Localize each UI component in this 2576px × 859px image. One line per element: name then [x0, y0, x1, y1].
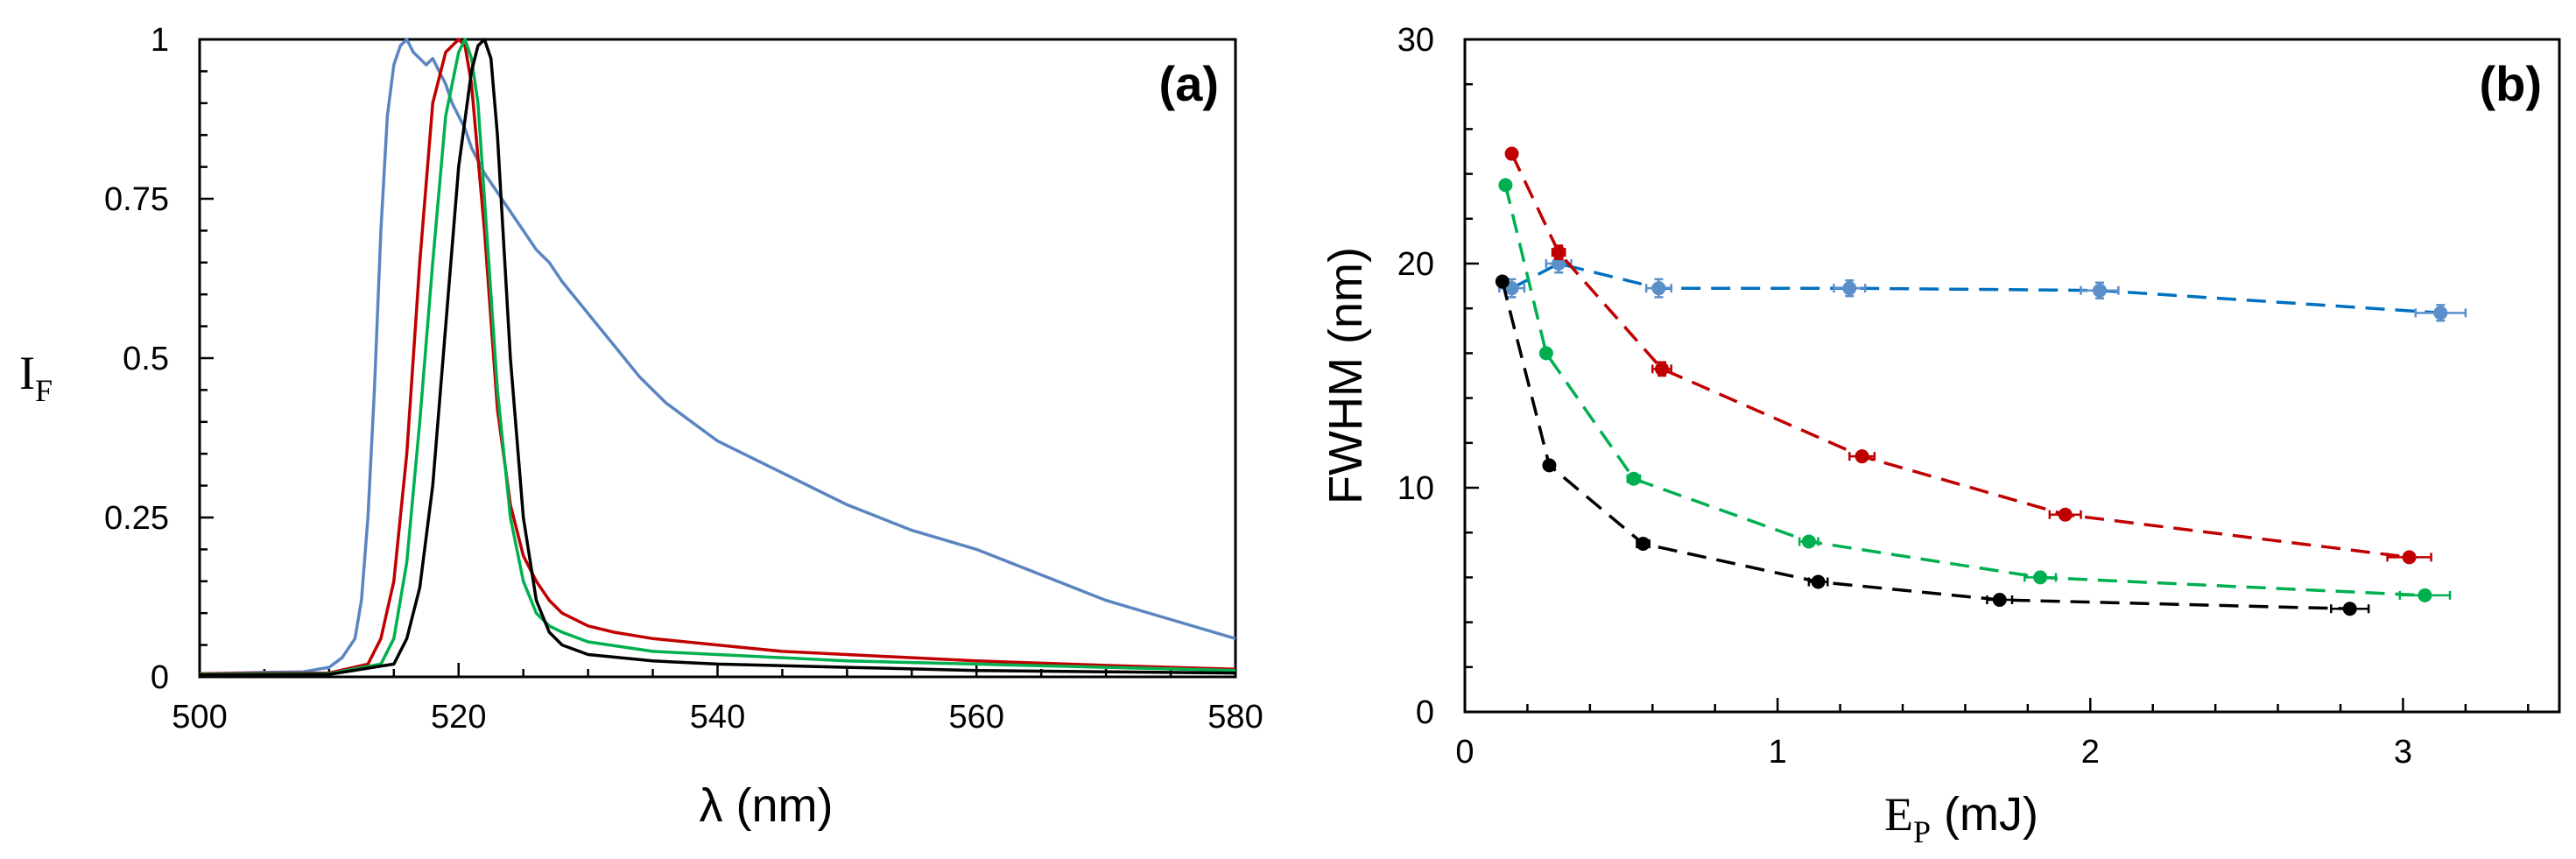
panel-a-ticks [198, 38, 1237, 679]
y-tick-label: 1 [151, 22, 169, 59]
y-tick-label: 0 [151, 659, 169, 696]
data-point-marker [1538, 346, 1553, 361]
data-point-marker [2433, 306, 2448, 320]
panel-a-x-axis-title: λ (nm) [700, 779, 834, 832]
panel-b-plot-frame [1463, 38, 2561, 714]
data-point-marker [1552, 245, 1566, 260]
data-point-marker [2093, 283, 2107, 298]
panel-a-y-axis-title: IF [19, 347, 53, 408]
y-tick-label: 0.75 [104, 181, 169, 218]
data-point-marker [1811, 574, 1826, 589]
panel-b-y-axis-title: FWHM (nm) [1320, 247, 1372, 504]
data-point-marker [1855, 449, 1869, 464]
data-point-marker [1636, 537, 1650, 551]
fwhm-series-blue [1498, 253, 2467, 322]
x-tick-label: 540 [690, 699, 745, 736]
data-point-marker [2058, 507, 2073, 522]
fwhm-dashed-line [1503, 184, 2425, 597]
panel-b-series [1495, 146, 2467, 616]
fwhm-dashed-line [1510, 262, 2441, 315]
spectrum-line-green [199, 38, 1236, 676]
y-tick-label: 20 [1397, 246, 1434, 283]
panel-a-label: (a) [1159, 56, 1219, 111]
panel-b-x-axis-title-sub: P [1913, 814, 1931, 849]
spectrum-line-red [199, 38, 1236, 676]
y-tick-label: 0.5 [123, 341, 169, 377]
y-tick-label: 30 [1397, 22, 1434, 59]
spectrum-line-black [199, 38, 1236, 677]
panel-b-x-axis-title-main: E [1884, 788, 1913, 841]
panel-b-x-axis-title-rest: (mJ) [1931, 788, 2038, 841]
fwhm-series-red [1504, 146, 2432, 565]
data-point-marker [1651, 281, 1666, 296]
panel-a-y-axis-title-sub: F [35, 373, 53, 408]
fwhm-series-black [1495, 274, 2370, 616]
data-point-marker [1655, 362, 1669, 377]
data-point-marker [1992, 593, 2007, 607]
panel-b-ticks [1463, 38, 2530, 714]
x-tick-label: 520 [431, 699, 486, 736]
x-tick-label: 2 [2081, 734, 2100, 771]
data-point-marker [2418, 588, 2432, 602]
data-point-marker [1504, 146, 1519, 161]
data-point-marker [1626, 471, 1641, 486]
y-tick-label: 0 [1416, 694, 1434, 731]
panel-b-label: (b) [2479, 56, 2542, 111]
y-tick-label: 0.25 [104, 500, 169, 537]
panel-a-y-axis-title-main: I [19, 347, 35, 399]
data-point-marker [2033, 570, 2048, 585]
panel-a-tick-labels: 500 520 540 560 580 0 0.25 0.5 0.75 1 [104, 22, 1263, 736]
data-point-marker [1801, 534, 1816, 549]
data-point-marker [2402, 550, 2417, 565]
x-tick-label: 500 [172, 699, 227, 736]
panel-b-x-axis-title: EP (mJ) [1884, 788, 2038, 849]
data-point-marker [1542, 458, 1557, 473]
data-point-marker [1498, 178, 1513, 193]
panel-a-series [199, 38, 1236, 677]
spectrum-line-blue [199, 38, 1236, 676]
x-tick-label: 560 [949, 699, 1004, 736]
x-tick-label: 580 [1207, 699, 1263, 736]
fwhm-series-green [1498, 178, 2452, 602]
panel-a-plot-frame [198, 38, 1237, 679]
data-point-marker [1495, 274, 1510, 289]
x-tick-label: 0 [1455, 734, 1474, 771]
x-tick-label: 1 [1769, 734, 1787, 771]
fwhm-dashed-line [1510, 152, 2410, 560]
data-point-marker [2342, 602, 2357, 616]
data-point-marker [1842, 281, 1857, 296]
y-tick-label: 10 [1397, 470, 1434, 507]
fwhm-dashed-line [1501, 281, 2350, 610]
x-tick-label: 3 [2394, 734, 2412, 771]
